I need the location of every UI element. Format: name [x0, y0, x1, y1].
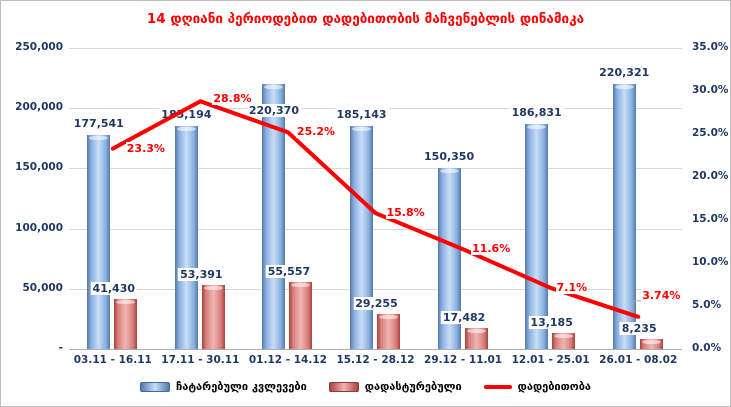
right-axis-tick-label: 30.0% [692, 84, 729, 96]
left-axis-tick-label: 150,000 [15, 161, 63, 174]
legend-label-positivity: დადებითობა [517, 380, 591, 393]
bar-confirmed [639, 339, 663, 349]
bar-tests [525, 124, 549, 349]
bar-confirmed-label: 29,255 [353, 296, 400, 310]
bar-confirmed-label: 13,185 [528, 316, 575, 330]
left-axis-tick-label: - [58, 342, 63, 354]
line-point-label: 11.6% [471, 242, 512, 256]
bar-tests-label: 185,143 [334, 108, 389, 122]
bar-confirmed-label: 55,557 [265, 265, 313, 279]
bar-tests-label: 150,350 [422, 149, 477, 163]
right-axis-tick-label: 35.0% [692, 41, 729, 53]
left-axis-tick-label: 100,000 [15, 221, 63, 234]
bar-tests [87, 135, 111, 349]
bar-tests [174, 126, 198, 349]
bar-tests [262, 83, 286, 349]
right-axis-tick-label: 0.0% [692, 342, 722, 354]
label-callout-line [632, 300, 644, 315]
x-axis-label: 17.11 - 30.11 [161, 354, 240, 366]
legend-label-confirmed: დადასტურებული [364, 380, 462, 393]
gridline [69, 48, 682, 49]
gridline [69, 289, 682, 290]
legend-label-tests: ჩატარებული კვლევები [176, 380, 307, 393]
x-axis-label: 15.12 - 28.12 [336, 354, 415, 366]
bar-confirmed [464, 327, 488, 349]
red-bar-swatch-icon [328, 381, 359, 392]
x-axis-label: 03.11 - 16.11 [73, 354, 152, 366]
gridline [69, 168, 682, 169]
gridline [69, 349, 682, 350]
line-point-label: 3.74% [641, 288, 682, 302]
bar-tests-label: 177,541 [71, 117, 126, 131]
positivity-line [110, 99, 644, 319]
left-axis-tick-label: 200,000 [15, 101, 63, 114]
bar-tests [350, 126, 373, 349]
red-line-swatch-icon [483, 384, 512, 389]
x-axis-label: 29.12 - 11.01 [424, 354, 503, 366]
legend: ჩატარებული კვლევები დადასტურებული დადები… [1, 380, 730, 393]
legend-item-positivity: დადებითობა [483, 380, 591, 393]
bar-confirmed [377, 313, 400, 349]
bar-tests [437, 167, 461, 349]
chart-title: 14 დღიანი პერიოდებით დადებითობის მაჩვენე… [146, 11, 585, 27]
right-axis-tick-label: 15.0% [692, 213, 729, 225]
bar-confirmed-label: 17,482 [440, 310, 488, 324]
bar-confirmed [114, 299, 138, 349]
right-axis-tick-label: 25.0% [692, 127, 729, 139]
bar-confirmed [201, 284, 225, 349]
left-axis-tick-label: 50,000 [22, 281, 63, 294]
blue-bar-swatch-icon [140, 381, 171, 392]
left-axis-tick-label: 250,000 [15, 41, 63, 53]
line-point-label: 28.8% [212, 92, 253, 106]
line-point-label: 25.2% [295, 125, 337, 139]
bar-confirmed-label: 41,430 [90, 282, 138, 296]
x-axis-label: 12.01 - 25.01 [511, 354, 590, 366]
gridline [69, 229, 682, 230]
bar-confirmed-label: 8,235 [619, 322, 659, 336]
bar-tests [612, 83, 636, 349]
legend-item-confirmed: დადასტურებული [328, 380, 462, 393]
bar-confirmed [552, 333, 576, 349]
x-axis-label: 01.12 - 14.12 [248, 354, 327, 366]
plot-area: 177,541 185,194 220,370 185,143 150,350 186,8… [69, 48, 682, 350]
bar-tests-label: 220,321 [597, 65, 652, 79]
right-axis-tick-label: 20.0% [692, 170, 729, 182]
line-point-label: 23.3% [125, 141, 166, 155]
positivity-line-path [110, 99, 641, 319]
bar-confirmed [289, 282, 313, 349]
legend-item-tests: ჩატარებული კვლევები [140, 380, 307, 393]
bar-tests-label: 186,831 [509, 106, 564, 120]
right-axis-tick-label: 5.0% [692, 299, 722, 311]
x-axis-label: 26.01 - 08.02 [599, 354, 678, 366]
line-point-label: 15.8% [385, 206, 426, 220]
right-axis-tick-label: 10.0% [692, 256, 729, 268]
line-point-label: 7.1% [555, 280, 589, 294]
bar-confirmed-label: 53,391 [178, 267, 225, 281]
bar-tests-label: 220,370 [246, 103, 301, 117]
